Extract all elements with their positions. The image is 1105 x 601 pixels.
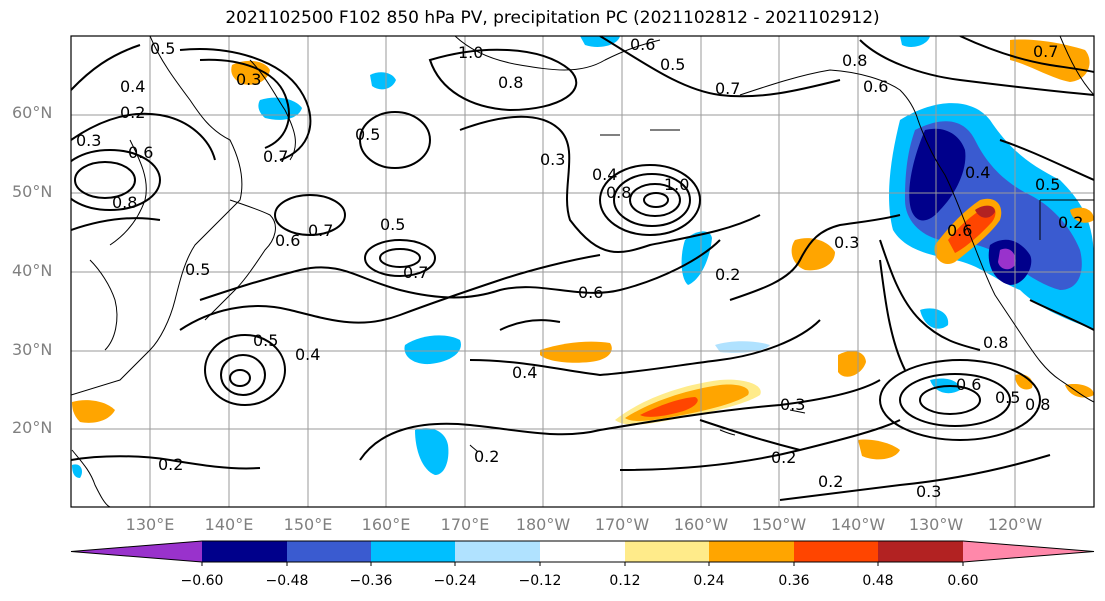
pv-contours xyxy=(71,36,1094,501)
contour-label: 0.6 xyxy=(956,375,981,394)
contour-label: 0.4 xyxy=(965,163,990,182)
contour-label: 0.7 xyxy=(715,79,740,98)
colorbar-segment xyxy=(371,541,455,562)
contour-label: 1.0 xyxy=(458,43,483,62)
contour-label: 0.5 xyxy=(660,55,685,74)
contour-label: 0.3 xyxy=(834,233,859,252)
contour-label: 0.2 xyxy=(715,265,740,284)
lat-label: 50°N xyxy=(12,182,53,201)
contour-label: 0.7 xyxy=(263,147,288,166)
colorbar-tick-label: −0.48 xyxy=(265,573,309,589)
contour-label: 0.6 xyxy=(947,221,972,240)
contour-label: 0.6 xyxy=(128,143,153,162)
contour-label: 0.4 xyxy=(120,77,145,96)
contour-label: 0.8 xyxy=(983,333,1008,352)
contour-label: 1.0 xyxy=(664,175,689,194)
contour-labels: 0.5 0.4 0.3 0.2 0.3 0.6 0.8 1.0 0.8 0.6 … xyxy=(76,35,1083,501)
lon-label: 170°E xyxy=(440,515,490,534)
colorbar-segment xyxy=(709,541,794,562)
colorbar-tick-label: −0.12 xyxy=(518,573,562,589)
contour-label: 0.4 xyxy=(295,345,320,364)
lon-label: 180°W xyxy=(515,515,571,534)
contour-label: 0.8 xyxy=(842,51,867,70)
contour-label: 0.3 xyxy=(236,70,261,89)
contour-label: 0.6 xyxy=(275,231,300,250)
lon-label: 170°W xyxy=(594,515,650,534)
colorbar-segment xyxy=(794,541,878,562)
colorbar-segment xyxy=(71,541,202,562)
contour-label: 0.5 xyxy=(995,388,1020,407)
contour-label: 0.5 xyxy=(355,125,380,144)
colorbar-tick-label: −0.36 xyxy=(349,573,393,589)
map-title: 2021102500 F102 850 hPa PV, precipitatio… xyxy=(225,8,880,28)
lon-label: 140°W xyxy=(830,515,886,534)
contour-label: 0.3 xyxy=(916,482,941,501)
colorbar-segment xyxy=(878,541,963,562)
contour-label: 0.5 xyxy=(1035,175,1060,194)
lat-label: 60°N xyxy=(12,103,53,122)
contour-label: 0.2 xyxy=(771,448,796,467)
precipitation-shading xyxy=(72,36,1094,478)
contour-label: 0.5 xyxy=(380,215,405,234)
lon-label: 150°E xyxy=(283,515,333,534)
contour-label: 0.6 xyxy=(863,77,888,96)
lon-label: 140°E xyxy=(204,515,254,534)
lat-label: 20°N xyxy=(12,418,53,437)
colorbar-segment xyxy=(455,541,540,562)
colorbar-segment xyxy=(540,541,625,562)
lon-label: 160°W xyxy=(673,515,729,534)
contour-label: 0.2 xyxy=(158,455,183,474)
contour-label: 0.6 xyxy=(578,283,603,302)
map-frame xyxy=(70,35,1095,508)
contour-label: 0.7 xyxy=(308,221,333,240)
colorbar-segment xyxy=(202,541,287,562)
contour-label: 0.8 xyxy=(1025,395,1050,414)
contour-label: 0.5 xyxy=(253,331,278,350)
contour-label: 0.2 xyxy=(1058,213,1083,232)
contour-label: 0.8 xyxy=(606,183,631,202)
contour-label: 0.2 xyxy=(474,447,499,466)
contour-label: 0.3 xyxy=(76,131,101,150)
lat-label: 40°N xyxy=(12,261,53,280)
colorbar-tick-label: −0.60 xyxy=(180,573,224,589)
lon-label: 150°W xyxy=(751,515,807,534)
colorbar-segment xyxy=(963,541,1094,562)
contour-label: 0.4 xyxy=(592,165,617,184)
colorbar-tick-label: 0.36 xyxy=(778,573,810,589)
colorbar xyxy=(70,540,1095,566)
lon-label: 120°W xyxy=(987,515,1043,534)
colorbar-tick-label: −0.24 xyxy=(433,573,477,589)
contour-label: 0.4 xyxy=(512,363,537,382)
colorbar-tick-label: 0.60 xyxy=(947,573,979,589)
contour-label: 0.2 xyxy=(818,472,843,491)
contour-label: 0.7 xyxy=(403,263,428,282)
colorbar-tick-label: 0.48 xyxy=(862,573,894,589)
colorbar-tick-label: 0.12 xyxy=(609,573,641,589)
contour-label: 0.5 xyxy=(150,39,175,58)
contour-label: 0.3 xyxy=(780,395,805,414)
contour-label: 0.6 xyxy=(630,35,655,54)
contour-label: 0.5 xyxy=(185,260,210,279)
colorbar-segment xyxy=(287,541,371,562)
contour-label: 0.3 xyxy=(540,150,565,169)
lon-label: 130°W xyxy=(908,515,964,534)
contour-label: 0.8 xyxy=(498,73,523,92)
contour-label: 0.7 xyxy=(1033,42,1058,61)
contour-label: 0.8 xyxy=(112,193,137,212)
contour-label: 0.2 xyxy=(120,103,145,122)
lon-label: 160°E xyxy=(361,515,411,534)
colorbar-segment xyxy=(625,541,709,562)
lon-label: 130°E xyxy=(125,515,175,534)
lat-label: 30°N xyxy=(12,340,53,359)
colorbar-tick-label: 0.24 xyxy=(693,573,725,589)
